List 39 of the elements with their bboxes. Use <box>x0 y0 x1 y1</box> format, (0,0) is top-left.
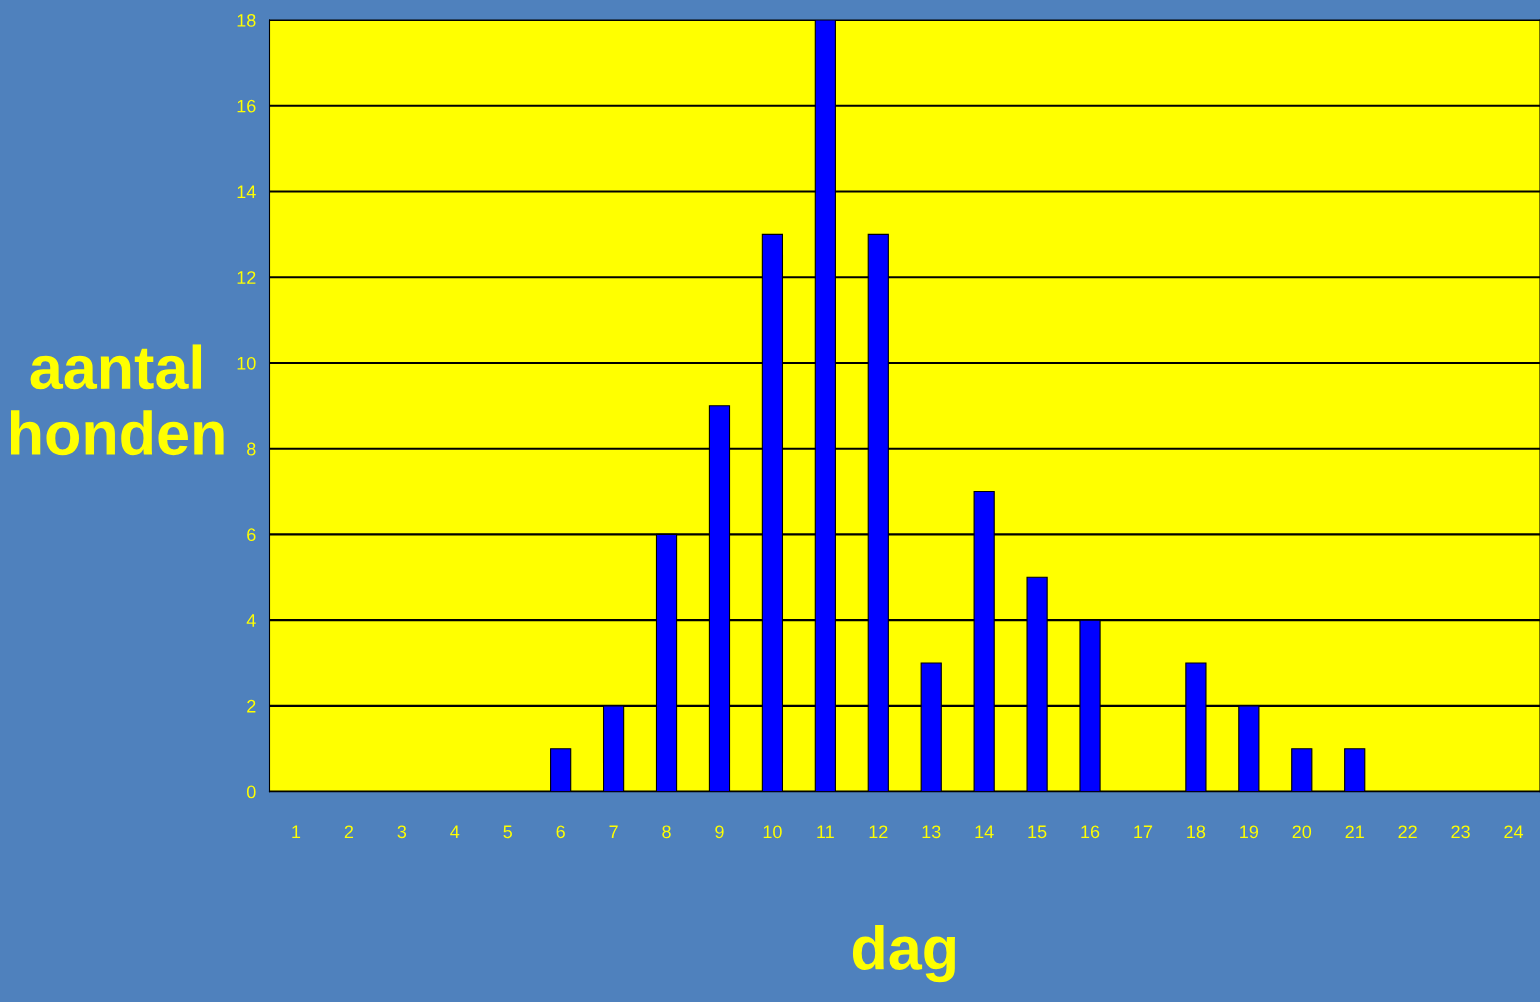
y-tick-label: 10 <box>237 356 256 370</box>
x-tick-label: 23 <box>1451 825 1470 839</box>
x-tick-label: 11 <box>817 825 834 838</box>
x-tick-label: 4 <box>450 825 460 838</box>
x-tick-label: 22 <box>1398 825 1417 838</box>
x-axis-title: dag <box>852 925 955 983</box>
x-tick-label: 21 <box>1345 825 1364 838</box>
bar <box>1344 748 1366 792</box>
x-tick-label: 19 <box>1240 825 1259 839</box>
x-tick-label: 7 <box>609 825 618 838</box>
x-tick-label: 10 <box>763 825 782 839</box>
x-tick-label: 16 <box>1081 825 1100 839</box>
y-axis-title: aantal honden <box>11 344 224 456</box>
x-tick-label: 13 <box>922 825 941 839</box>
x-tick-label: 6 <box>556 825 565 839</box>
x-tick-label: 5 <box>503 825 512 839</box>
bar <box>1291 748 1313 792</box>
x-tick-label: 15 <box>1028 825 1047 839</box>
x-tick-label: 1 <box>292 825 301 838</box>
x-tick-label: 14 <box>975 825 994 838</box>
x-tick-label: 2 <box>344 825 354 838</box>
x-tick-label: 24 <box>1504 825 1524 838</box>
x-tick-label: 9 <box>715 825 724 839</box>
x-tick-label: 12 <box>869 825 888 838</box>
y-tick-label: 2 <box>247 699 256 713</box>
y-tick-label: 4 <box>246 614 256 627</box>
x-tick-label: 3 <box>397 825 407 839</box>
x-tick-label: 8 <box>662 825 671 839</box>
y-tick-label: 8 <box>247 442 256 456</box>
x-tick-label: 18 <box>1187 825 1206 839</box>
y-tick-label: 0 <box>246 785 256 799</box>
y-tick-label: 12 <box>237 271 256 284</box>
x-tick-label: 17 <box>1134 825 1153 838</box>
y-tick-label: 6 <box>247 528 256 542</box>
x-tick-label: 20 <box>1292 825 1312 839</box>
bar <box>550 748 572 792</box>
y-tick-label: 16 <box>237 99 256 113</box>
y-tick-label: 14 <box>237 185 256 199</box>
y-tick-label: 18 <box>237 13 256 27</box>
